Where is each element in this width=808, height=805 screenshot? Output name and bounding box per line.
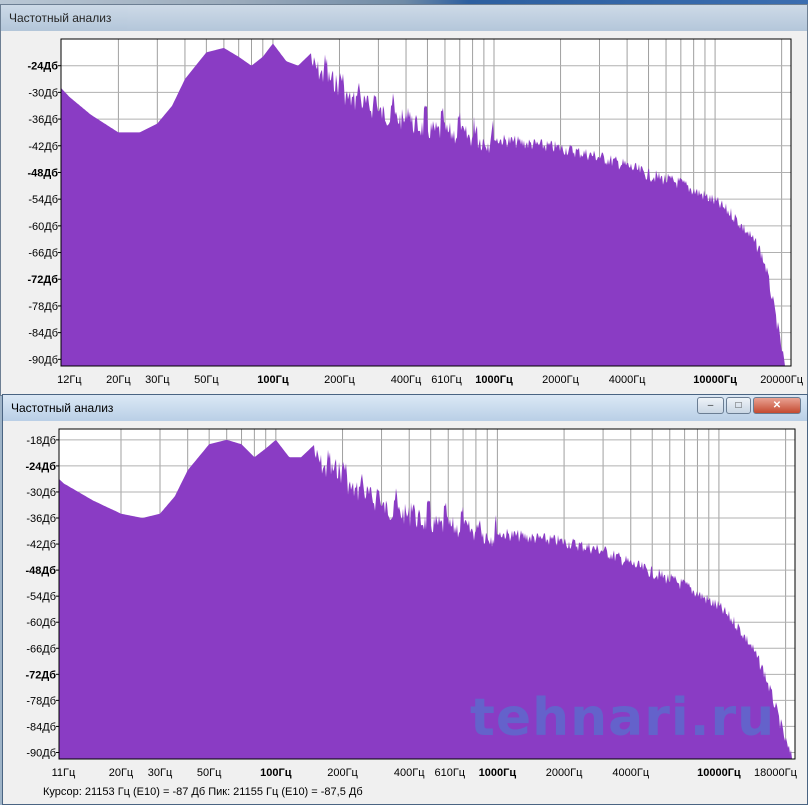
y-tick-label: -42Дб [26, 539, 56, 551]
y-tick-label: -48Дб [27, 167, 58, 179]
y-tick-label: -48Дб [25, 565, 56, 577]
spectrum-area [59, 439, 795, 759]
y-tick-label: -54Дб [26, 591, 56, 603]
window-title: Частотный анализ [9, 11, 112, 25]
x-tick-label: 200Гц [327, 767, 358, 779]
x-tick-label: 20Гц [109, 767, 134, 779]
x-tick-label: 50Гц [197, 767, 222, 779]
close-button[interactable]: ✕ [753, 397, 801, 414]
y-tick-label: -24Дб [27, 61, 58, 73]
minimize-button[interactable]: – [697, 397, 724, 414]
y-tick-label: -72Дб [25, 669, 56, 681]
y-tick-label: -90Дб [26, 747, 56, 759]
y-tick-label: -36Дб [28, 114, 58, 126]
y-tick-label: -18Дб [26, 435, 56, 447]
x-tick-label: 1000Гц [475, 374, 513, 386]
y-tick-label: -84Дб [26, 721, 56, 733]
maximize-button[interactable]: □ [726, 397, 751, 414]
cursor-peak-status: Курсор: 21153 Гц (E10) = -87 Дб Пик: 211… [43, 786, 363, 798]
x-tick-label: 100Гц [257, 374, 289, 386]
y-tick-label: -42Дб [28, 141, 58, 153]
y-tick-label: -30Дб [26, 487, 56, 499]
x-tick-label: 4000Гц [609, 374, 646, 386]
x-tick-label: 20000Гц [760, 374, 804, 386]
x-tick-label: 400Гц [391, 374, 422, 386]
y-tick-label: -72Дб [27, 274, 58, 286]
x-tick-label: 4000Гц [612, 767, 649, 779]
x-tick-label: 100Гц [260, 767, 292, 779]
title-bar[interactable]: Частотный анализ – □ ✕ [3, 395, 807, 421]
x-tick-label: 2000Гц [542, 374, 579, 386]
x-tick-label: 20Гц [106, 374, 131, 386]
x-tick-label: 30Гц [145, 374, 170, 386]
y-tick-label: -36Дб [26, 513, 56, 525]
x-tick-label: 11Гц [52, 767, 76, 779]
title-bar[interactable]: Частотный анализ [1, 5, 807, 31]
window-title: Частотный анализ [11, 401, 114, 415]
plot-border [58, 428, 796, 760]
spectrum-plot[interactable]: -24Дб -30Дб -36Дб -42Дб -48Дб -54Дб -60Дб -66Дб… [1, 31, 807, 393]
plot-border [60, 38, 792, 367]
x-tick-label: 10000Гц [697, 767, 741, 779]
y-tick-label: -78Дб [28, 301, 58, 313]
x-tick-label: 30Гц [148, 767, 173, 779]
y-tick-label: -78Дб [26, 695, 56, 707]
y-tick-label: -24Дб [25, 461, 56, 473]
x-tick-label: 50Гц [194, 374, 219, 386]
watermark: tehnari.ru [470, 688, 776, 748]
y-tick-label: -66Дб [26, 643, 56, 655]
spectrum-plot[interactable]: -18Дб -24Дб -30Дб -36Дб -42Дб -48Дб -54Дб -60Дб… [3, 421, 807, 783]
y-tick-label: -90Дб [28, 354, 58, 366]
x-tick-label: 610Гц [431, 374, 462, 386]
x-tick-label: 12Гц [57, 374, 82, 386]
y-tick-label: -60Дб [26, 617, 56, 629]
frequency-analysis-window-front[interactable]: Частотный анализ – □ ✕ -18Дб -24Дб -30Дб -3… [2, 394, 808, 805]
y-tick-label: -30Дб [28, 87, 58, 99]
y-tick-label: -54Дб [28, 194, 58, 206]
x-tick-label: 2000Гц [546, 767, 583, 779]
x-tick-label: 400Гц [394, 767, 425, 779]
x-tick-label: 200Гц [324, 374, 355, 386]
y-tick-label: -66Дб [28, 248, 58, 260]
spectrum-area [61, 43, 791, 366]
x-tick-label: 10000Гц [693, 374, 737, 386]
x-tick-label: 1000Гц [479, 767, 517, 779]
y-tick-label: -60Дб [28, 221, 58, 233]
x-tick-label: 18000Гц [754, 767, 798, 779]
y-tick-label: -84Дб [28, 328, 58, 340]
frequency-analysis-window-back[interactable]: Частотный анализ -24Дб -30Дб -36Дб -42Дб -48… [0, 4, 808, 396]
x-tick-label: 610Гц [435, 767, 466, 779]
